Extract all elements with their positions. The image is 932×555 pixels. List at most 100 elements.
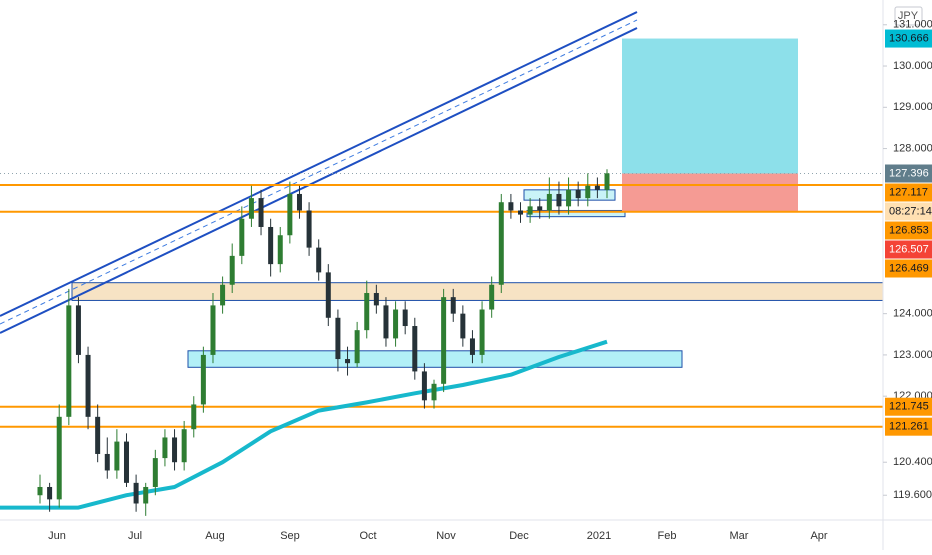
candle-body	[123, 441, 129, 483]
candle-body	[508, 202, 514, 211]
candle-body	[575, 189, 581, 199]
candle-body	[402, 309, 408, 327]
candle-body	[162, 437, 168, 459]
x-tick-label: Dec	[509, 530, 529, 542]
price-label-bg	[885, 417, 932, 436]
candle-body	[143, 486, 149, 504]
candle-body	[566, 189, 572, 207]
candle-body	[258, 198, 264, 227]
candle-body	[518, 210, 524, 215]
x-tick-label: Sep	[280, 530, 300, 542]
candle-body	[354, 330, 360, 364]
price-label: 127.117	[889, 186, 928, 198]
plot-area	[0, 11, 884, 516]
candle-body	[152, 458, 158, 487]
channel-line	[0, 27, 638, 334]
candle-body	[95, 416, 101, 454]
x-tick-label: Jul	[128, 530, 142, 542]
candle-body	[172, 437, 178, 463]
y-tick-label: 131.000	[893, 19, 932, 31]
price-label: 121.745	[889, 401, 929, 413]
y-tick-label: 123.000	[893, 349, 932, 361]
price-label: 126.853	[889, 224, 929, 236]
candle-body	[210, 305, 216, 355]
y-tick-label: 119.600	[893, 489, 932, 501]
candle-body	[412, 326, 418, 372]
candle-body	[268, 226, 274, 265]
y-tick-label: 128.000	[893, 142, 932, 154]
price-label: 130.666	[889, 32, 929, 44]
candle-body	[66, 305, 72, 417]
candle-body	[556, 193, 562, 207]
price-label-bg	[885, 202, 932, 221]
price-label-bg	[885, 183, 932, 202]
candle-body	[537, 206, 543, 211]
channel-line	[0, 11, 638, 317]
x-tick-label: Nov	[436, 530, 456, 542]
y-tick-label: 120.400	[893, 456, 932, 468]
y-tick-label: 124.000	[893, 308, 932, 320]
candle-body	[296, 193, 302, 211]
price-label-bg	[885, 164, 932, 183]
candle-body	[373, 293, 379, 306]
candle-body	[441, 297, 447, 384]
currency-box[interactable]	[894, 6, 923, 26]
candle-body	[47, 486, 53, 500]
candle-body	[200, 354, 206, 405]
candle-body	[460, 313, 466, 339]
x-tick-label: Apr	[810, 530, 827, 542]
price-label-bg	[885, 397, 932, 416]
candle-body	[393, 309, 399, 339]
price-label: 121.261	[889, 421, 929, 433]
candle-body	[335, 317, 341, 360]
candle-body	[306, 210, 312, 248]
price-label-bg	[885, 221, 932, 240]
candle-body	[191, 404, 197, 430]
price-label-bg	[885, 29, 932, 48]
candle-body	[431, 383, 437, 401]
x-tick-label: 2021	[587, 530, 611, 542]
price-label-bg	[885, 240, 932, 259]
candle-body	[104, 453, 110, 471]
candle-body	[421, 371, 427, 401]
y-tick-label: 129.000	[893, 101, 932, 113]
candle-body	[383, 305, 389, 339]
x-tick-label: Mar	[730, 530, 749, 542]
candle-body	[345, 359, 351, 364]
zone	[71, 282, 884, 301]
price-label: 08:27:14	[889, 205, 932, 217]
candle-body	[248, 198, 254, 219]
x-tick-label: Feb	[658, 530, 677, 542]
candle-body	[220, 284, 226, 306]
candle-body	[489, 284, 495, 310]
candle-body	[181, 429, 187, 463]
y-tick-label: 130.000	[893, 60, 932, 72]
price-label: 126.469	[889, 262, 929, 274]
channel-mid	[0, 19, 638, 325]
candle-body	[114, 441, 120, 471]
candle-body	[239, 218, 245, 256]
currency: JPY	[898, 10, 919, 22]
price-label-bg	[885, 259, 932, 278]
candle-body	[469, 338, 475, 355]
x-tick-label: Oct	[359, 530, 376, 542]
candle-body	[133, 482, 139, 504]
zone	[526, 209, 626, 218]
position-profit	[622, 38, 798, 174]
x-tick-label: Aug	[205, 530, 225, 542]
candle-body	[364, 293, 370, 331]
candle-body	[316, 247, 322, 273]
price-label: 127.396	[889, 167, 929, 179]
candle-body	[229, 255, 235, 285]
candle-body	[75, 305, 81, 355]
candle-body	[527, 206, 533, 215]
candle-body	[85, 354, 91, 417]
candle-body	[479, 309, 485, 355]
x-tick-label: Jun	[48, 530, 66, 542]
candle-body	[450, 297, 456, 314]
candle-body	[37, 486, 43, 496]
candle-body	[287, 193, 293, 236]
candle-body	[594, 185, 600, 190]
candle-body	[277, 235, 283, 265]
